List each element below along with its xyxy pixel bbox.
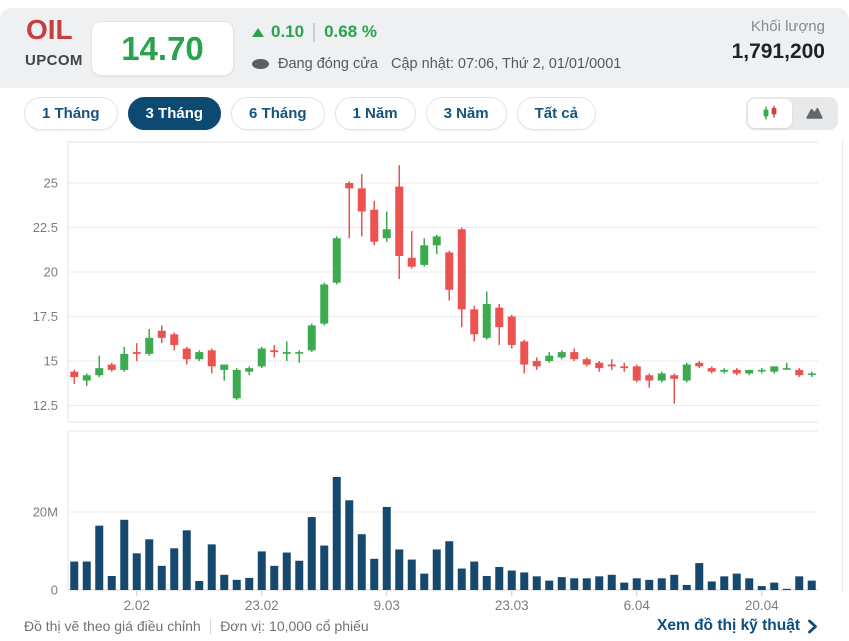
svg-text:20: 20	[44, 265, 58, 280]
svg-text:0: 0	[51, 583, 58, 598]
tab-all[interactable]: Tất cả	[516, 96, 596, 130]
svg-text:20M: 20M	[33, 505, 58, 520]
technical-chart-link-label: Xem đồ thị kỹ thuật	[657, 617, 800, 634]
change-divider	[313, 22, 316, 42]
svg-text:20.04: 20.04	[745, 598, 779, 613]
change-percent: 0.68 %	[324, 22, 378, 41]
technical-chart-link[interactable]: Xem đồ thị kỹ thuật	[657, 617, 818, 635]
svg-text:23.03: 23.03	[495, 598, 529, 613]
market-status-row: Đang đóng cửa Cập nhật: 07:06, Thứ 2, 01…	[252, 56, 621, 72]
mountain-area-icon	[805, 107, 823, 119]
stock-header: OIL UPCOM 14.70 0.10 0.68 % Đang đóng cử…	[0, 8, 849, 88]
svg-text:17.5: 17.5	[33, 309, 58, 324]
candlestick-view-button[interactable]	[748, 98, 792, 128]
tab-1-month[interactable]: 1 Tháng	[24, 96, 118, 130]
market-closed-icon	[252, 58, 269, 70]
svg-text:6.04: 6.04	[624, 598, 651, 613]
svg-text:12.5: 12.5	[33, 398, 58, 413]
svg-text:9.03: 9.03	[374, 598, 400, 613]
update-time-text: Cập nhật: 07:06, Thứ 2, 01/01/0001	[391, 56, 622, 72]
svg-text:22.5: 22.5	[33, 220, 58, 235]
change-row: 0.10 0.68 %	[252, 21, 621, 43]
svg-text:25: 25	[44, 176, 58, 191]
chart-footer: Đồ thị vẽ theo giá điều chỉnh Đơn vị: 10…	[24, 614, 818, 638]
volume-block: Khối lượng 1,791,200	[732, 18, 825, 64]
footer-notes: Đồ thị vẽ theo giá điều chỉnh Đơn vị: 10…	[24, 618, 369, 634]
unit-note: Đơn vị: 10,000 cổ phiếu	[220, 618, 369, 634]
exchange-label: UPCOM	[25, 52, 83, 69]
market-status-text: Đang đóng cửa	[278, 56, 378, 72]
change-up-icon	[252, 27, 264, 37]
tab-6-months[interactable]: 6 Tháng	[231, 96, 325, 130]
change-value: 0.10	[271, 22, 305, 41]
chevron-right-icon	[808, 619, 817, 633]
chart-type-toggle	[746, 96, 838, 130]
tab-1-year[interactable]: 1 Năm	[334, 96, 416, 130]
volume-label: Khối lượng	[750, 18, 825, 35]
price-box: 14.70	[91, 21, 234, 76]
svg-text:2.02: 2.02	[124, 598, 150, 613]
footer-divider	[209, 618, 212, 634]
area-view-button[interactable]	[792, 99, 836, 128]
change-block: 0.10 0.68 % Đang đóng cửa Cập nhật: 07:0…	[252, 21, 621, 72]
tab-3-months[interactable]: 3 Tháng	[127, 96, 222, 130]
candlestick-icon	[763, 106, 777, 120]
svg-text:15: 15	[44, 354, 58, 369]
svg-text:23.02: 23.02	[245, 598, 279, 613]
tab-3-years[interactable]: 3 Năm	[425, 96, 507, 130]
volume-value: 1,791,200	[731, 40, 825, 63]
current-price: 14.70	[121, 29, 204, 67]
stock-symbol: OIL	[26, 14, 73, 45]
adjusted-price-note: Đồ thị vẽ theo giá điều chỉnh	[24, 618, 201, 634]
range-tabs-row: 1 Tháng 3 Tháng 6 Tháng 1 Năm 3 Năm Tất …	[24, 96, 838, 130]
